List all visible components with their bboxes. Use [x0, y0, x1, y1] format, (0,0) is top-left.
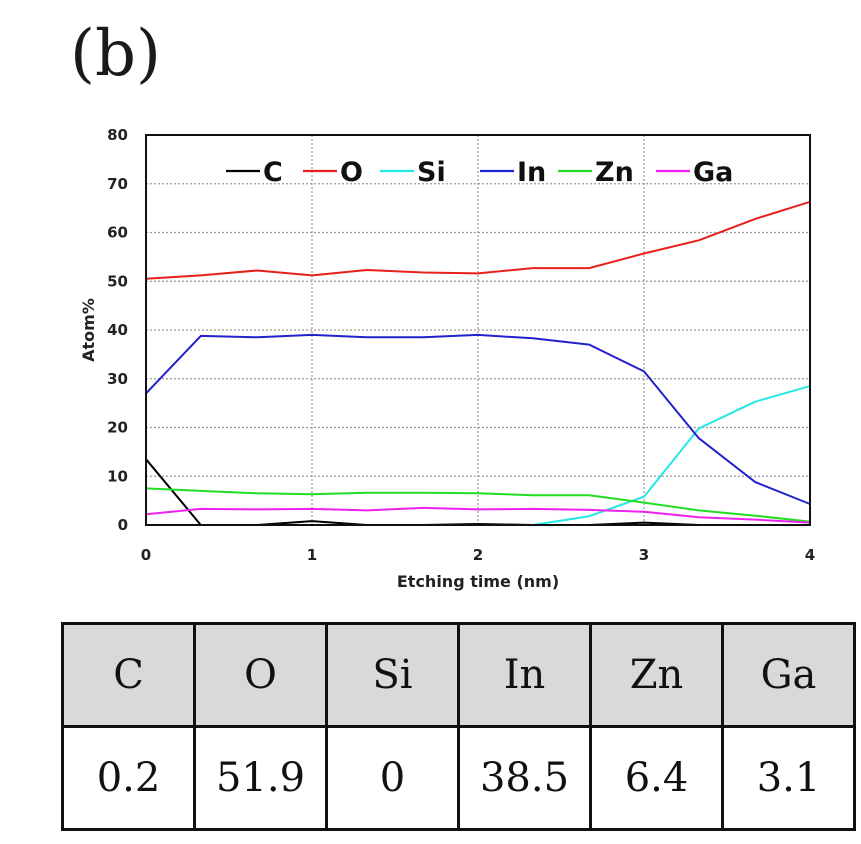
x-tick-label: 0: [141, 546, 151, 564]
x-axis-title: Etching time (nm): [397, 572, 559, 591]
legend-label-c: C: [263, 157, 283, 188]
y-tick-label: 0: [118, 516, 128, 534]
table-header-cell: Ga: [721, 622, 856, 728]
table-value-cell: 6.4: [589, 725, 724, 831]
panel-label: (b): [70, 17, 161, 91]
y-tick-label: 80: [107, 126, 128, 144]
x-tick-label: 1: [307, 546, 317, 564]
x-tick-label: 2: [473, 546, 483, 564]
series-line-o: [145, 200, 811, 280]
legend: C O Si In Zn Ga: [226, 157, 733, 188]
table-value-row: 0.2 51.9 0 38.5 6.4 3.1: [61, 725, 856, 831]
table-value-cell: 51.9: [193, 725, 328, 831]
y-tick-label: 60: [107, 224, 128, 242]
table-value-cell: 3.1: [721, 725, 856, 831]
table-header-cell: C: [61, 622, 196, 728]
tick-layer: 0 10 20 30 40 50 60 70 80 0 1 2 3 4: [107, 126, 815, 564]
table-header-cell: O: [193, 622, 328, 728]
composition-table: C O Si In Zn Ga 0.2 51.9 0 38.5 6.4 3.1: [61, 622, 856, 831]
y-tick-label: 10: [107, 467, 128, 485]
y-tick-label: 50: [107, 272, 128, 290]
table-value-cell: 38.5: [457, 725, 592, 831]
table-value-cell: 0.2: [61, 725, 196, 831]
series-line-ga: [145, 506, 811, 524]
table-header-row: C O Si In Zn Ga: [61, 622, 856, 728]
grid-layer: [146, 135, 810, 525]
legend-label-in: In: [517, 157, 546, 188]
legend-label-zn: Zn: [595, 157, 634, 188]
x-tick-label: 3: [639, 546, 649, 564]
x-tick-label: 4: [805, 546, 815, 564]
legend-label-si: Si: [417, 157, 446, 188]
table-header-cell: Zn: [589, 622, 724, 728]
table-value-cell: 0: [325, 725, 460, 831]
y-tick-label: 20: [107, 419, 128, 437]
y-tick-label: 30: [107, 370, 128, 388]
table-header-cell: Si: [325, 622, 460, 728]
series-line-zn: [145, 487, 811, 523]
legend-label-ga: Ga: [693, 157, 733, 188]
y-tick-label: 70: [107, 175, 128, 193]
y-tick-label: 40: [107, 321, 128, 339]
series-line-in: [145, 333, 811, 505]
legend-label-o: O: [340, 157, 363, 188]
table-header-cell: In: [457, 622, 592, 728]
atom-percent-line-chart: 0 10 20 30 40 50 60 70 80 0 1 2 3 4 C O Si In Zn Ga Etchin…: [79, 126, 815, 591]
y-axis-title: Atom%: [79, 298, 98, 362]
plot-frame: [145, 134, 811, 526]
